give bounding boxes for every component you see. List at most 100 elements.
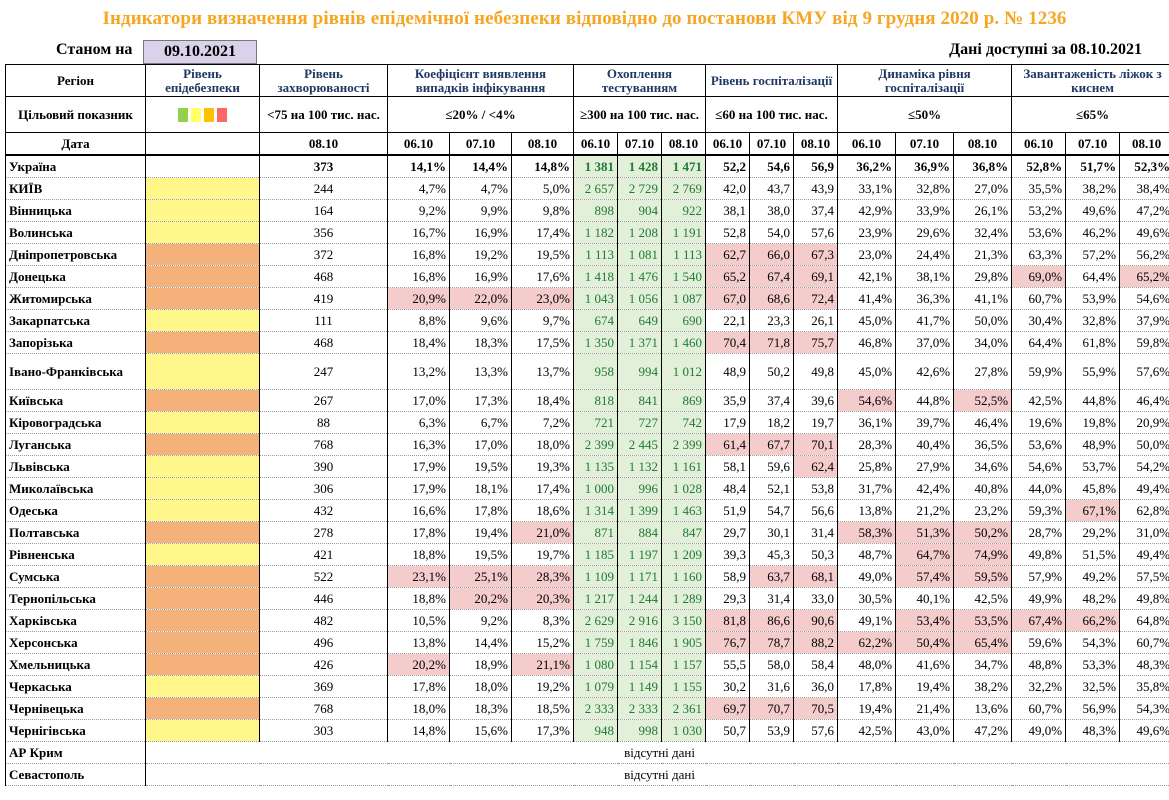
hosp-cell: 48,9 bbox=[705, 353, 751, 390]
incidence-cell: 278 bbox=[259, 521, 388, 544]
positivity-cell: 25,1% bbox=[449, 565, 512, 588]
date-cell: 07.10 bbox=[749, 132, 795, 156]
hosp-cell: 45,3 bbox=[749, 543, 795, 566]
hosp-cell: 51,9 bbox=[705, 499, 751, 522]
positivity-cell: 15,6% bbox=[449, 719, 512, 742]
hosp-dyn-cell: 46,8% bbox=[837, 331, 897, 354]
header-target: Цільовий показник bbox=[5, 96, 146, 133]
level-cell bbox=[145, 389, 260, 412]
hosp-dyn-cell: 59,5% bbox=[953, 565, 1013, 588]
level-cell bbox=[145, 411, 260, 434]
hosp-dyn-cell: 42,1% bbox=[837, 265, 897, 288]
positivity-cell: 17,8% bbox=[387, 521, 450, 544]
incidence-cell: 468 bbox=[259, 265, 388, 288]
table-row: Івано-Франківська 247 13,2% 13,3% 13,7% 958 99… bbox=[5, 353, 1169, 390]
hosp-cell: 43,7 bbox=[749, 177, 795, 200]
positivity-cell: 16,7% bbox=[387, 221, 450, 244]
incidence-cell: 247 bbox=[259, 353, 388, 390]
table-row: Сумська 522 23,1% 25,1% 28,3% 1 109 1 171 1 160… bbox=[5, 565, 1169, 588]
oxygen-cell: 32,8% bbox=[1065, 309, 1121, 332]
hosp-dyn-cell: 42,4% bbox=[895, 477, 955, 500]
hosp-dyn-cell: 34,6% bbox=[953, 455, 1013, 478]
hosp-dyn-cell: 27,9% bbox=[895, 455, 955, 478]
hosp-dyn-cell: 40,4% bbox=[895, 433, 955, 456]
level-cell bbox=[145, 154, 260, 178]
positivity-cell: 17,6% bbox=[511, 265, 574, 288]
table-row: Донецька 468 16,8% 16,9% 17,6% 1 418 1 476 1 54… bbox=[5, 265, 1169, 288]
target-oxygen-beds: ≤65% bbox=[1011, 96, 1169, 133]
hosp-dyn-cell: 23,2% bbox=[953, 499, 1013, 522]
hosp-dyn-cell: 33,9% bbox=[895, 199, 955, 222]
incidence-cell: 419 bbox=[259, 287, 388, 310]
testing-cell: 2 729 bbox=[617, 177, 662, 200]
testing-cell: 1 171 bbox=[617, 565, 662, 588]
hosp-cell: 38,1 bbox=[705, 199, 751, 222]
incidence-cell: 244 bbox=[259, 177, 388, 200]
region-name: Черкаська bbox=[5, 675, 146, 698]
oxygen-cell: 54,6% bbox=[1011, 455, 1067, 478]
incidence-cell: 88 bbox=[259, 411, 388, 434]
hosp-dyn-cell: 40,8% bbox=[953, 477, 1013, 500]
testing-cell: 1 209 bbox=[660, 543, 707, 566]
positivity-cell: 20,2% bbox=[449, 587, 512, 610]
hosp-dyn-cell: 48,0% bbox=[837, 653, 897, 676]
testing-cell: 898 bbox=[573, 199, 618, 222]
level-cell bbox=[145, 265, 260, 288]
region-name: Полтавська bbox=[5, 521, 146, 544]
region-name: Хмельницька bbox=[5, 653, 146, 676]
level-legend-icon bbox=[178, 108, 227, 122]
positivity-cell: 6,7% bbox=[449, 411, 512, 434]
hosp-cell: 67,3 bbox=[793, 243, 839, 266]
testing-cell: 1 149 bbox=[617, 675, 662, 698]
testing-cell: 998 bbox=[617, 719, 662, 742]
incidence-cell: 390 bbox=[259, 455, 388, 478]
positivity-cell: 20,3% bbox=[511, 587, 574, 610]
hosp-cell: 39,6 bbox=[793, 389, 839, 412]
hosp-cell: 70,4 bbox=[705, 331, 751, 354]
level-cell bbox=[145, 653, 260, 676]
hosp-cell: 50,3 bbox=[793, 543, 839, 566]
positivity-cell: 14,8% bbox=[511, 154, 574, 178]
date-cell: 08.10 bbox=[660, 132, 707, 156]
oxygen-cell: 67,4% bbox=[1011, 609, 1067, 632]
level-cell bbox=[145, 499, 260, 522]
hosp-cell: 52,2 bbox=[705, 154, 751, 178]
hosp-cell: 58,0 bbox=[749, 653, 795, 676]
region-name: Херсонська bbox=[5, 631, 146, 654]
incidence-cell: 426 bbox=[259, 653, 388, 676]
positivity-cell: 18,4% bbox=[387, 331, 450, 354]
legend-swatch bbox=[178, 108, 188, 122]
testing-cell: 1 350 bbox=[573, 331, 618, 354]
date-cell: 06.10 bbox=[837, 132, 897, 156]
date-cell: 07.10 bbox=[1065, 132, 1121, 156]
hosp-cell: 53,9 bbox=[749, 719, 795, 742]
hosp-cell: 43,9 bbox=[793, 177, 839, 200]
positivity-cell: 20,9% bbox=[387, 287, 450, 310]
positivity-cell: 17,0% bbox=[449, 433, 512, 456]
table-row: Кіровоградська 88 6,3% 6,7% 7,2% 721 727 742 17,… bbox=[5, 411, 1169, 434]
hosp-cell: 70,5 bbox=[793, 697, 839, 720]
level-cell bbox=[145, 177, 260, 200]
positivity-cell: 19,5% bbox=[449, 455, 512, 478]
hosp-cell: 90,6 bbox=[793, 609, 839, 632]
level-cell bbox=[145, 243, 260, 266]
hosp-cell: 31,4 bbox=[793, 521, 839, 544]
oxygen-cell: 49,6% bbox=[1119, 719, 1169, 742]
hosp-cell: 57,6 bbox=[793, 719, 839, 742]
oxygen-cell: 44,8% bbox=[1065, 389, 1121, 412]
oxygen-cell: 48,3% bbox=[1119, 653, 1169, 676]
oxygen-cell: 64,4% bbox=[1065, 265, 1121, 288]
oxygen-cell: 69,0% bbox=[1011, 265, 1067, 288]
positivity-cell: 16,9% bbox=[449, 265, 512, 288]
hosp-dyn-cell: 36,9% bbox=[895, 154, 955, 178]
hosp-dyn-cell: 65,4% bbox=[953, 631, 1013, 654]
hosp-dyn-cell: 27,8% bbox=[953, 353, 1013, 390]
testing-cell: 1 463 bbox=[660, 499, 707, 522]
positivity-cell: 16,8% bbox=[387, 243, 450, 266]
table-row: Україна 373 14,1% 14,4% 14,8% 1 381 1 428 1 471… bbox=[5, 154, 1169, 178]
testing-cell: 1 371 bbox=[617, 331, 662, 354]
oxygen-cell: 54,6% bbox=[1119, 287, 1169, 310]
oxygen-cell: 65,2% bbox=[1119, 265, 1169, 288]
table-row: Чернігівська 303 14,8% 15,6% 17,3% 948 998 1 03… bbox=[5, 719, 1169, 742]
date-cell: 06.10 bbox=[705, 132, 751, 156]
